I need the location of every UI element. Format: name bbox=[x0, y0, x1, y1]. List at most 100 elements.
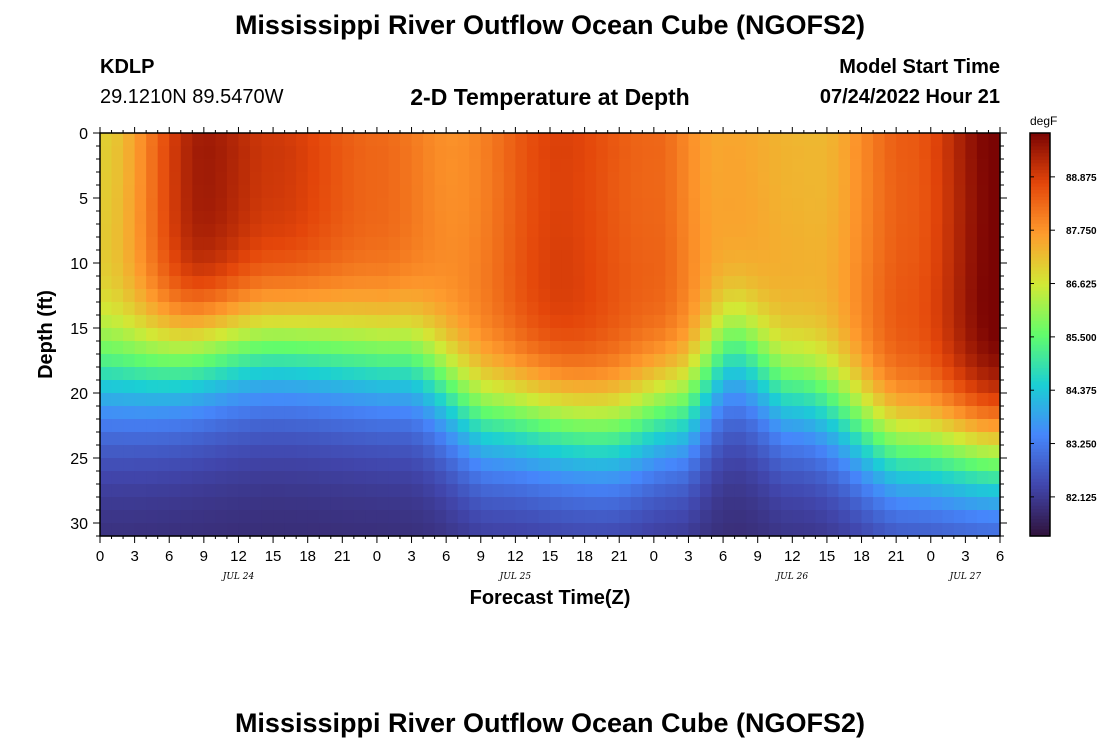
colorbar-segment bbox=[1030, 243, 1050, 248]
heatmap-cell bbox=[861, 367, 874, 381]
heatmap-cell bbox=[273, 367, 286, 381]
heatmap-cell bbox=[746, 367, 759, 381]
heatmap-cell bbox=[930, 393, 943, 407]
heatmap-cell bbox=[653, 237, 666, 251]
heatmap-cell bbox=[111, 445, 124, 459]
heatmap-cell bbox=[884, 289, 897, 303]
heatmap-cell bbox=[607, 406, 620, 420]
colorbar-segment bbox=[1030, 186, 1050, 191]
heatmap-cell bbox=[353, 185, 366, 199]
heatmap-cell bbox=[480, 198, 493, 212]
heatmap-cell bbox=[434, 510, 447, 524]
heatmap-cell bbox=[215, 523, 228, 537]
heatmap-cell bbox=[526, 211, 540, 225]
heatmap-cell bbox=[826, 289, 840, 303]
heatmap-cell bbox=[676, 432, 690, 446]
colorbar-segment bbox=[1030, 492, 1050, 497]
heatmap-cell bbox=[307, 380, 320, 394]
heatmap-cell bbox=[630, 406, 643, 420]
heatmap-cell bbox=[342, 380, 355, 394]
heatmap-cell bbox=[330, 497, 343, 511]
heatmap-cell bbox=[515, 393, 528, 407]
heatmap-cell bbox=[457, 250, 470, 264]
heatmap-cell bbox=[261, 198, 274, 212]
heatmap-cell bbox=[930, 198, 943, 212]
heatmap-cell bbox=[619, 315, 632, 329]
heatmap-cell bbox=[746, 380, 759, 394]
heatmap-cell bbox=[723, 250, 736, 264]
heatmap-cell bbox=[711, 380, 724, 394]
heatmap-cell bbox=[134, 419, 147, 433]
heatmap-cell bbox=[896, 211, 909, 225]
heatmap-cell bbox=[711, 159, 724, 173]
heatmap-cell bbox=[688, 315, 701, 329]
heatmap-cell bbox=[238, 133, 251, 147]
heatmap-cell bbox=[284, 367, 297, 381]
colorbar-segment bbox=[1030, 190, 1050, 195]
heatmap-cell bbox=[642, 211, 655, 225]
heatmap-cell bbox=[619, 302, 632, 316]
heatmap-cell bbox=[976, 224, 990, 238]
heatmap-cell bbox=[261, 250, 274, 264]
heatmap-cell bbox=[503, 484, 516, 498]
heatmap-cell bbox=[100, 523, 113, 537]
heatmap-cell bbox=[826, 471, 840, 485]
heatmap-cell bbox=[353, 497, 366, 511]
heatmap-cell bbox=[284, 393, 297, 407]
heatmap-cell bbox=[665, 328, 678, 342]
heatmap-cell bbox=[873, 367, 886, 381]
heatmap-cell bbox=[873, 211, 886, 225]
heatmap-cell bbox=[411, 250, 424, 264]
heatmap-cell bbox=[607, 315, 620, 329]
heatmap-cell bbox=[803, 471, 816, 485]
heatmap-cell bbox=[792, 367, 805, 381]
heatmap-cell bbox=[111, 198, 124, 212]
heatmap-cell bbox=[734, 523, 747, 537]
heatmap-cell bbox=[134, 289, 147, 303]
heatmap-cell bbox=[353, 367, 366, 381]
heatmap-cell bbox=[815, 380, 828, 394]
heatmap-cell bbox=[746, 510, 759, 524]
heatmap-cell bbox=[388, 146, 401, 160]
heatmap-cell bbox=[665, 367, 678, 381]
heatmap-cell bbox=[515, 133, 528, 147]
heatmap-cell bbox=[630, 354, 643, 368]
heatmap-cell bbox=[388, 419, 401, 433]
heatmap-cell bbox=[700, 445, 713, 459]
heatmap-cell bbox=[700, 315, 713, 329]
heatmap-cell bbox=[388, 432, 401, 446]
heatmap-cell bbox=[492, 484, 505, 498]
heatmap-cell bbox=[446, 406, 459, 420]
heatmap-cell bbox=[169, 497, 182, 511]
heatmap-cell bbox=[942, 211, 955, 225]
heatmap-cell bbox=[550, 211, 563, 225]
heatmap-cell bbox=[930, 510, 943, 524]
colorbar-segment bbox=[1030, 512, 1050, 517]
heatmap-cell bbox=[873, 497, 886, 511]
heatmap-cell bbox=[665, 497, 678, 511]
heatmap-cell bbox=[861, 146, 874, 160]
colorbar-segment bbox=[1030, 384, 1050, 389]
heatmap-cell bbox=[284, 237, 297, 251]
heatmap-cell bbox=[515, 263, 528, 277]
heatmap-cell bbox=[803, 263, 816, 277]
x-tick-label: 3 bbox=[130, 548, 138, 565]
heatmap-cell bbox=[607, 354, 620, 368]
heatmap-cell bbox=[319, 380, 332, 394]
heatmap-cell bbox=[515, 159, 528, 173]
heatmap-cell bbox=[700, 458, 713, 472]
heatmap-cell bbox=[480, 445, 493, 459]
heatmap-cell bbox=[169, 484, 182, 498]
heatmap-cell bbox=[792, 237, 805, 251]
heatmap-cell bbox=[850, 354, 863, 368]
heatmap-cell bbox=[734, 302, 747, 316]
heatmap-cell bbox=[665, 419, 678, 433]
heatmap-cell bbox=[630, 302, 643, 316]
colorbar-segment bbox=[1030, 263, 1050, 268]
heatmap-cell bbox=[619, 510, 632, 524]
heatmap-cell bbox=[434, 276, 447, 290]
heatmap-cell bbox=[688, 406, 701, 420]
heatmap-cell bbox=[838, 497, 851, 511]
heatmap-cell bbox=[746, 445, 759, 459]
heatmap-cell bbox=[492, 198, 505, 212]
